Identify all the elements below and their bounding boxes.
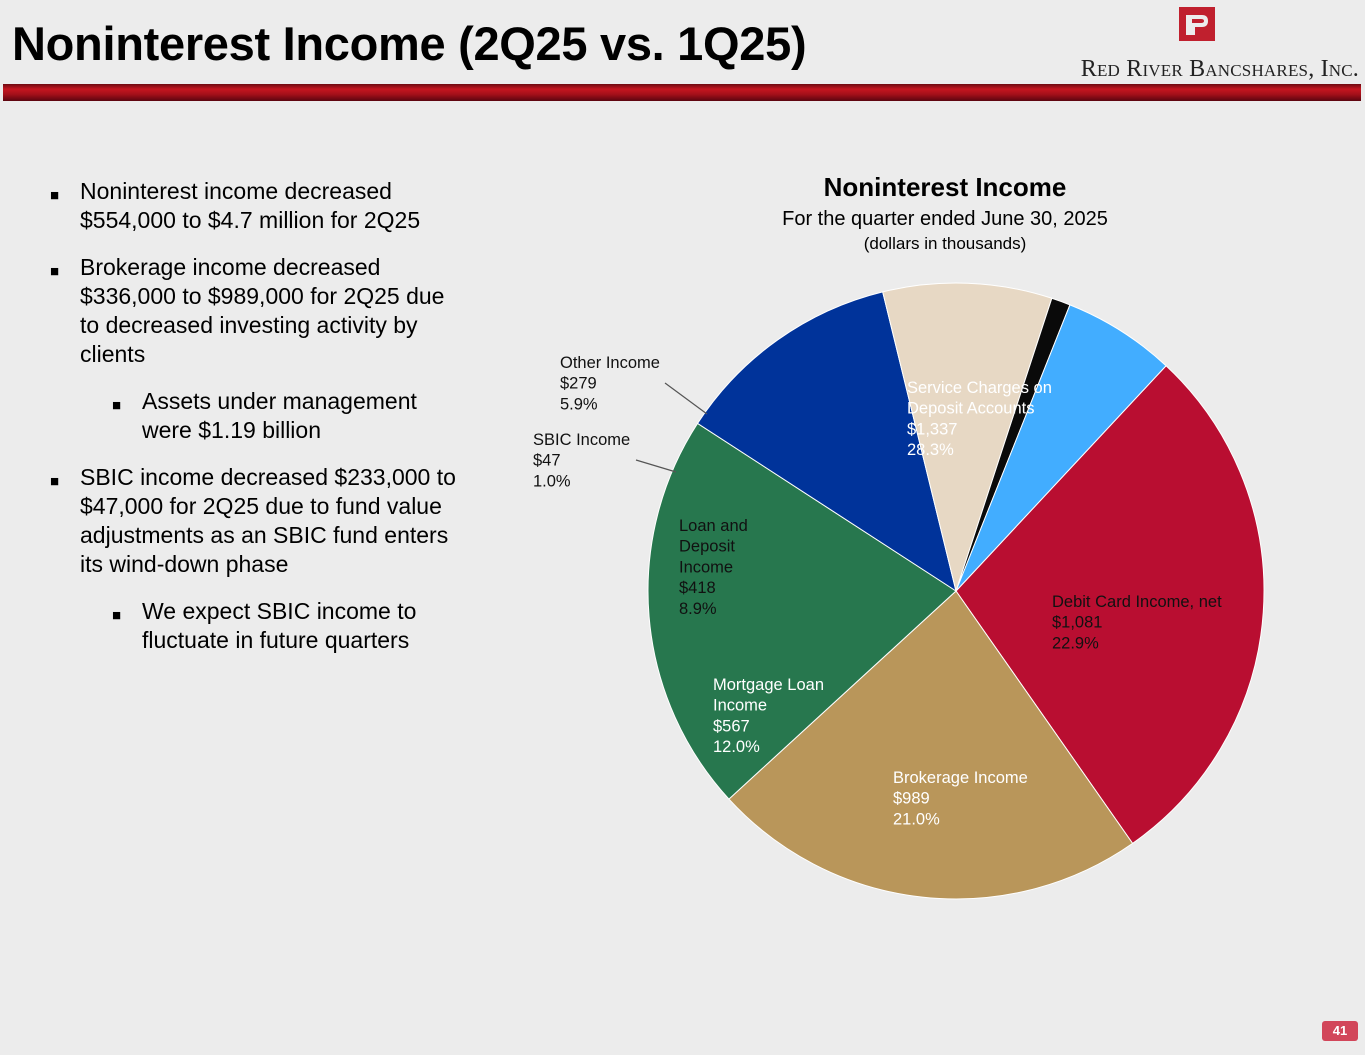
pie-slice-label: Loan and Deposit Income $418 8.9% [679, 517, 748, 618]
pie-slice-loan-and-deposit-income [882, 282, 1053, 593]
leader-line [664, 382, 708, 415]
bullet-list: ■ Noninterest income decreased $554,000 t… [48, 177, 468, 673]
pie-slice-label: Service Charges on Deposit Accounts $1,337… [907, 379, 1052, 459]
chart-subtitle: For the quarter ended June 30, 2025 [782, 208, 1108, 230]
bullet-text: Noninterest income decreased $554,000 to… [80, 178, 421, 233]
pie-slice-label: Other Income $279 5.9% [560, 354, 660, 413]
bullet-text: SBIC income decreased $233,000 to $47,00… [80, 464, 456, 577]
pie-slice-brokerage-income [647, 422, 957, 800]
pie-slice-label: Debit Card Income, net $1,081 22.9% [1052, 593, 1222, 652]
sub-bullet-item: ■ Assets under management were $1.19 bill… [112, 388, 417, 443]
bullet-text: Assets under management were $1.19 billi… [142, 388, 417, 443]
pie-slice-other-income [955, 304, 1167, 592]
bullet-text: We expect SBIC income to fluctuate in fu… [142, 598, 417, 653]
pie-slice-debit-card-income-net [728, 590, 1134, 900]
pie-slice-service-charges-on-deposit-accounts [955, 365, 1265, 845]
chart-title: Noninterest Income [823, 172, 1067, 202]
header-divider-bar [3, 84, 1361, 101]
bullet-text: Brokerage income decreased $336,000 to $… [80, 254, 445, 367]
pie-slice-label: SBIC Income $47 1.0% [533, 431, 630, 490]
bullet-item: ■ Brokerage income decreased $336,000 to … [50, 254, 445, 367]
page-title: Noninterest Income (2Q25 vs. 1Q25) [12, 17, 807, 70]
pie-slice-label: Mortgage Loan Income $567 12.0% [713, 676, 824, 756]
page-number: 41 [1322, 1021, 1358, 1041]
sub-bullet-item: ■ We expect SBIC income to fluctuate in f… [112, 598, 417, 653]
pie-slice-label: Brokerage Income $989 21.0% [893, 769, 1028, 828]
leader-line [635, 459, 677, 473]
pie-slice-mortgage-loan-income [696, 291, 957, 593]
bullet-item: ■ SBIC income decreased $233,000 to $47,0… [50, 464, 456, 577]
chart-unit-note: (dollars in thousands) [863, 234, 1027, 253]
bullet-item: ■ Noninterest income decreased $554,000 t… [50, 178, 421, 233]
company-logo-text: Red River Bancshares, Inc. [1080, 56, 1359, 82]
bank-logo-icon [1179, 7, 1215, 41]
